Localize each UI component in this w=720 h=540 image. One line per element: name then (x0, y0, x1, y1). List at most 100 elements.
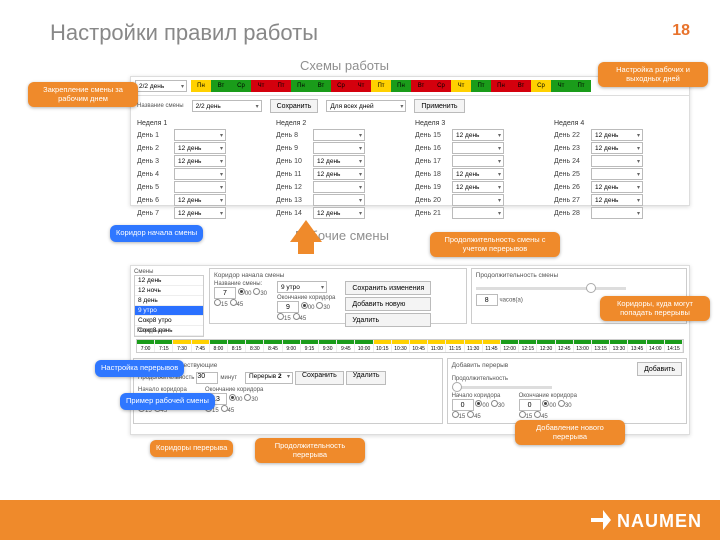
day-shift-select[interactable]: 12 день (174, 207, 226, 219)
minute-label: 15 (212, 408, 219, 414)
day-label: День 27 (554, 197, 588, 204)
day-shift-select[interactable]: 12 день (174, 155, 226, 167)
timeline-bar (519, 340, 536, 344)
day-shift-select[interactable] (452, 155, 504, 167)
weekday-cell: Вт (511, 80, 531, 92)
page-number: 18 (672, 22, 690, 40)
nb-end[interactable]: 0 (519, 399, 541, 411)
day-shift-select[interactable]: 12 день (452, 181, 504, 193)
shift-list-item[interactable]: 12 день (135, 276, 203, 286)
day-shift-select[interactable] (174, 168, 226, 180)
minute-radio[interactable] (519, 411, 526, 418)
breaks-title: Перерывы (131, 326, 689, 336)
shift-list-item[interactable]: 12 ночь (135, 286, 203, 296)
timeline-tick: 8:45 (264, 340, 282, 352)
shift-list-item[interactable]: 9 утро (135, 306, 203, 316)
day-shift-select[interactable] (452, 194, 504, 206)
weekday-cell: Чт (451, 80, 471, 92)
day-label: День 22 (554, 132, 588, 139)
timeline-bar (246, 340, 263, 344)
day-shift-select[interactable]: 12 день (452, 168, 504, 180)
timeline-tick: 13:00 (574, 340, 592, 352)
timeline-bar (665, 340, 682, 344)
day-shift-select[interactable]: 12 день (591, 142, 643, 154)
timeline-tick: 7:30 (173, 340, 191, 352)
delete-button[interactable]: Удалить (345, 313, 431, 327)
day-shift-select[interactable]: 12 день (591, 194, 643, 206)
timeline-bar (374, 340, 391, 344)
day-shift-select[interactable] (313, 129, 365, 141)
minute-radio[interactable] (534, 411, 541, 418)
save-changes-button[interactable]: Сохранить изменения (345, 281, 431, 295)
week-title: Неделя 2 (276, 120, 405, 127)
naumen-logo: NAUMEN (591, 510, 702, 532)
day-label: День 24 (554, 158, 588, 165)
day-shift-select[interactable] (174, 129, 226, 141)
break-select[interactable]: Перерыв 2 (245, 372, 293, 384)
day-shift-select[interactable]: 12 день (313, 168, 365, 180)
save-scheme-button[interactable]: Сохранить (270, 99, 319, 113)
minute-radio[interactable] (214, 299, 221, 306)
day-shift-select[interactable] (313, 194, 365, 206)
scheme-name-input[interactable]: 2/2 день (192, 100, 262, 112)
minute-label: 45 (300, 316, 307, 322)
day-shift-select[interactable]: 12 день (591, 129, 643, 141)
scope-select[interactable]: Для всех дней (326, 100, 406, 112)
shift-name-field[interactable]: 9 утро (277, 281, 327, 293)
minute-radio[interactable] (238, 288, 245, 295)
day-shift-select[interactable] (452, 142, 504, 154)
day-shift-select[interactable] (591, 207, 643, 219)
scheme-name-label: Название смены (137, 103, 184, 109)
duration-value[interactable]: 8 (476, 294, 498, 306)
day-label: День 16 (415, 145, 449, 152)
minute-radio[interactable] (229, 394, 236, 401)
end-hour[interactable]: 9 (277, 301, 299, 313)
minute-radio[interactable] (277, 313, 284, 320)
shift-list-item[interactable]: Сокр8 утро (135, 316, 203, 326)
break-dur[interactable]: 30 (196, 372, 218, 384)
duration-slider[interactable] (586, 283, 596, 293)
nb-start[interactable]: 0 (452, 399, 474, 411)
weekday-strip: ПнВтСрЧтПтПнВтСрЧтПтПнВтСрЧтПтПнВтСрЧтПт (191, 80, 591, 92)
start-hour[interactable]: 7 (214, 287, 236, 299)
day-shift-select[interactable] (591, 155, 643, 167)
save-break-button[interactable]: Сохранить (295, 371, 344, 385)
day-shift-select[interactable] (452, 207, 504, 219)
minute-radio[interactable] (467, 411, 474, 418)
minute-radio[interactable] (301, 302, 308, 309)
day-shift-select[interactable] (313, 142, 365, 154)
day-shift-select[interactable]: 12 день (174, 142, 226, 154)
timeline-tick: 7:45 (192, 340, 210, 352)
scheme-dropdown[interactable]: 2/2 день (135, 80, 187, 92)
day-shift-select[interactable] (174, 181, 226, 193)
timeline-tick: 13:45 (628, 340, 646, 352)
minute-radio[interactable] (230, 299, 237, 306)
new-break-slider[interactable] (452, 382, 462, 392)
minute-radio[interactable] (452, 411, 459, 418)
timeline-tick: 7:00 (137, 340, 155, 352)
delete-break-button[interactable]: Удалить (346, 371, 387, 385)
add-new-button[interactable]: Добавить новую (345, 297, 431, 311)
minute-radio[interactable] (491, 400, 498, 407)
minute-radio[interactable] (221, 405, 228, 412)
day-shift-select[interactable]: 12 день (452, 129, 504, 141)
minute-radio[interactable] (293, 313, 300, 320)
day-shift-select[interactable]: 12 день (313, 155, 365, 167)
shift-list-item[interactable]: 8 день (135, 296, 203, 306)
add-break-button[interactable]: Добавить (637, 362, 682, 376)
day-shift-select[interactable]: 12 день (591, 181, 643, 193)
day-label: День 25 (554, 171, 588, 178)
weekday-cell: Вт (411, 80, 431, 92)
callout-shift-example: Пример рабочей смены (120, 393, 215, 410)
timeline-tick: 8:00 (210, 340, 228, 352)
day-shift-select[interactable]: 12 день (174, 194, 226, 206)
timeline-tick: 10:45 (410, 340, 428, 352)
week-title: Неделя 3 (415, 120, 544, 127)
apply-button[interactable]: Применить (414, 99, 464, 113)
day-shift-select[interactable] (591, 168, 643, 180)
day-shift-select[interactable] (313, 181, 365, 193)
day-shift-select[interactable]: 12 день (313, 207, 365, 219)
shifts-panel: Смены 12 день12 ночь8 день9 утроСокр8 ут… (130, 265, 690, 435)
timeline-bar (574, 340, 591, 344)
minute-radio[interactable] (558, 400, 565, 407)
